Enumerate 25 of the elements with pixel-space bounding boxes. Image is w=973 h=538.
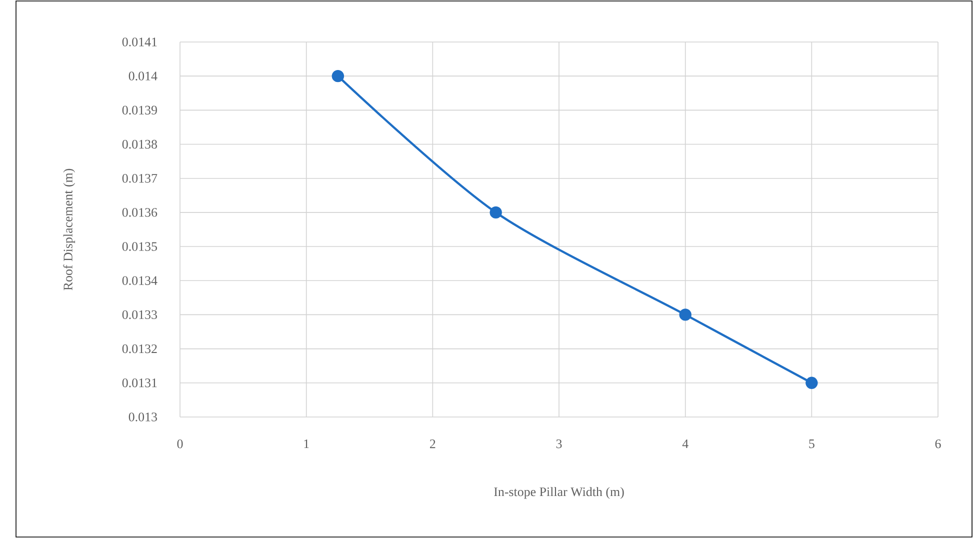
y-tick-label: 0.0136	[122, 208, 158, 217]
point	[679, 308, 692, 321]
y-tick-label: 0.0139	[122, 106, 157, 115]
point	[806, 376, 818, 389]
x-tick-label: 2	[430, 440, 436, 448]
y-tick-label: 0.0138	[122, 140, 157, 149]
x-tick-label: 1	[304, 440, 309, 448]
y-tick-label: 0.0131	[122, 378, 157, 388]
y-tick-label: 0.0135	[122, 242, 157, 251]
y-tick-label: 0.013	[128, 412, 157, 422]
x-tick-label: 3	[556, 440, 562, 448]
point	[332, 70, 344, 82]
y-tick-label: 0.0133	[122, 310, 157, 320]
x-axis-title: In-stope Pillar Width (m)	[494, 487, 624, 499]
y-tick-label: 0.0137	[122, 174, 158, 183]
x-tick-label: 5	[809, 439, 814, 448]
y-axis-title: Roof Displacement (m)	[63, 168, 76, 290]
y-tick-label: 0.0141	[122, 38, 157, 46]
y-tick-label: 0.0134	[122, 276, 158, 286]
x-tick-label: 4	[682, 439, 688, 448]
y-tick-label: 0.014	[128, 72, 158, 80]
point	[490, 206, 502, 219]
x-tick-label: 6	[935, 440, 941, 448]
y-tick-label: 0.0132	[122, 344, 157, 354]
x-tick-label: 0	[177, 440, 183, 448]
